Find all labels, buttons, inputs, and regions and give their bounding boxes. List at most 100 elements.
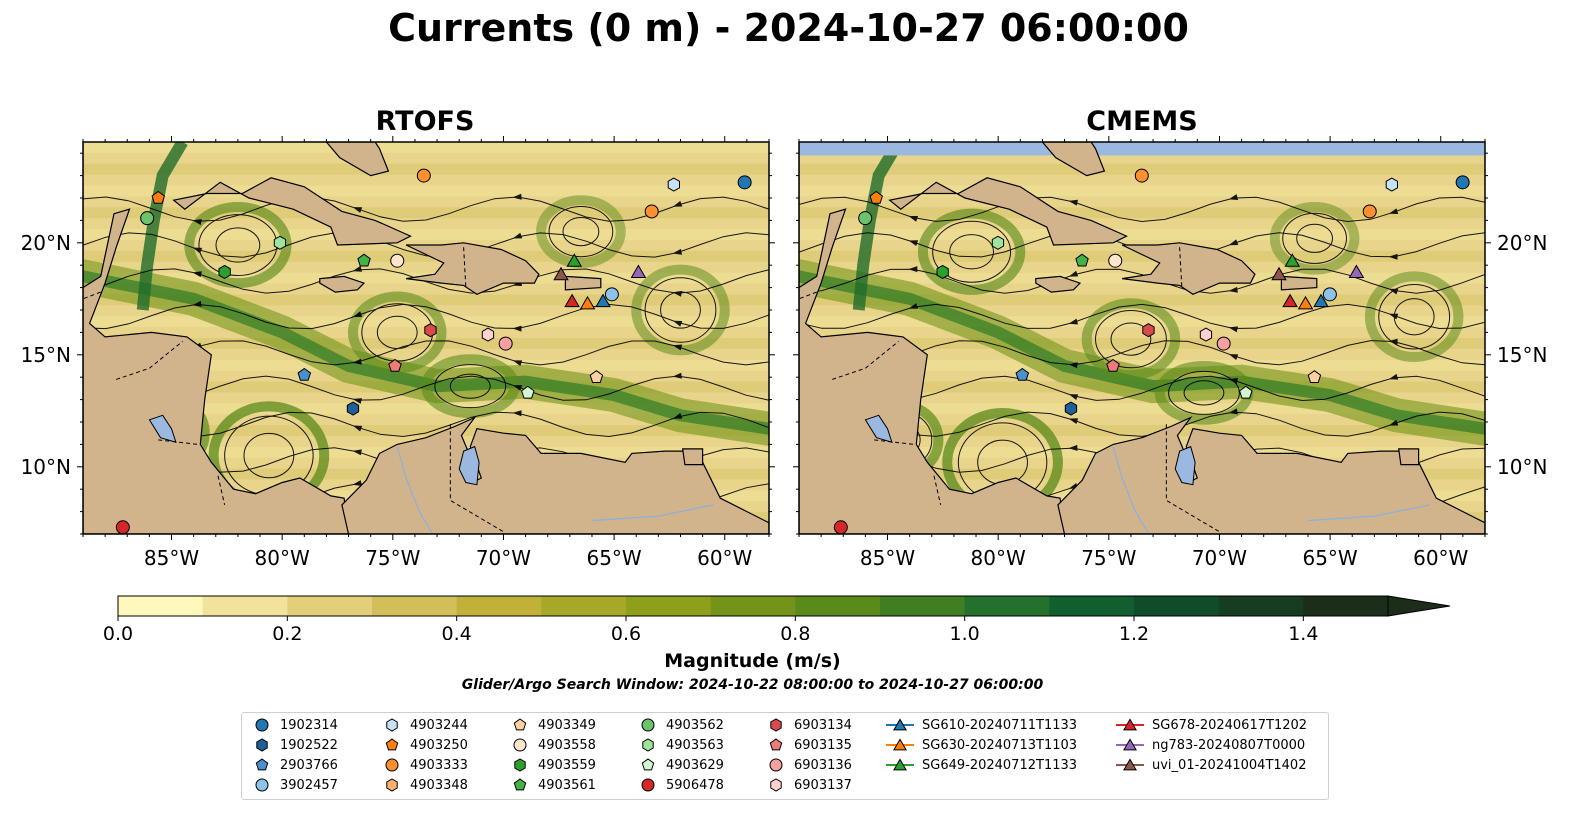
float-marker-4903333 xyxy=(416,168,431,183)
float-marker-4903629 xyxy=(1239,385,1253,399)
glider-marker-SG630-20240713T1103 xyxy=(1297,295,1314,310)
land-bah xyxy=(325,142,390,177)
float-marker-4903562 xyxy=(858,211,873,226)
legend-entry: 4903561 xyxy=(510,777,596,793)
search-window-caption: Glider/Argo Search Window: 2024-10-22 08… xyxy=(461,677,1044,693)
colorbar-tick-label: 1.0 xyxy=(950,623,980,640)
legend-triangle-icon xyxy=(886,738,914,751)
float-marker-6903136 xyxy=(1216,336,1231,351)
legend-label: 1902522 xyxy=(280,737,338,753)
float-marker-4903250 xyxy=(151,190,165,204)
legend: 1902314 1902522 2903766 3902457 4903244 49032… xyxy=(241,712,1329,800)
legend-label: 4903349 xyxy=(538,717,596,733)
glider-marker-SG630-20240713T1103 xyxy=(579,295,596,310)
map-panel-rtofs[interactable]: 85°W 80°W 75°W 70°W 65°W 60°W 20°N 15°N 10°N xyxy=(21,136,775,570)
legend-entry: 4903562 xyxy=(638,717,724,733)
legend-label: 4903348 xyxy=(410,777,468,793)
legend-hexagon-icon xyxy=(256,738,268,752)
colorbar-segment xyxy=(964,596,1050,616)
legend-circle-icon xyxy=(641,778,655,792)
float-marker-4903333b xyxy=(644,204,659,219)
legend-entry: 3902457 xyxy=(252,777,338,793)
float-marker-3902457 xyxy=(1322,287,1337,302)
legend-entry: 6903136 xyxy=(766,757,852,773)
legend-pentagon-icon xyxy=(641,758,655,771)
float-marker-4903558 xyxy=(1108,253,1123,268)
legend-entry: 4903563 xyxy=(638,737,724,753)
x-tick-label: 70°W xyxy=(476,546,531,570)
legend-triangle-icon xyxy=(1116,718,1144,731)
float-marker-6903135 xyxy=(1106,358,1120,372)
colorbar-tick-label: 0.8 xyxy=(780,623,810,640)
map-figure: 85°W 80°W 75°W 70°W 65°W 60°W 20°N 15°N 10°N 85°… xyxy=(21,136,1547,570)
colorbar-segment xyxy=(118,596,204,616)
x-tick-label: 85°W xyxy=(860,546,915,570)
colorbar-segment xyxy=(202,596,288,616)
legend-entry: 2903766 xyxy=(252,757,338,773)
x-tick-label: 75°W xyxy=(1081,546,1136,570)
legend-entry: SG630-20240713T1103 xyxy=(886,737,1077,753)
x-tick-label: 75°W xyxy=(365,546,420,570)
float-marker-4903563 xyxy=(273,235,287,250)
legend-entry: 6903137 xyxy=(766,777,852,793)
colorbar-segment xyxy=(710,596,796,616)
legend-label: 3902457 xyxy=(280,777,338,793)
colorbar-segment xyxy=(1218,596,1304,616)
float-marker-2903766 xyxy=(1015,367,1030,381)
legend-label: 6903137 xyxy=(794,777,852,793)
float-marker-4903333 xyxy=(1134,168,1149,183)
x-tick-label: 80°W xyxy=(255,546,310,570)
figure-title: Currents (0 m) - 2024-10-27 06:00:00 xyxy=(388,6,1189,50)
colorbar-segment xyxy=(1049,596,1135,616)
legend-entry: ng783-20240807T0000 xyxy=(1116,737,1305,753)
float-marker-4903559 xyxy=(936,264,949,279)
legend-circle-icon xyxy=(255,778,269,792)
glider-marker-SG610-20240711T1133 xyxy=(595,293,611,308)
panel-title-cmems: CMEMS xyxy=(1086,106,1198,137)
legend-pentagon-icon xyxy=(255,758,269,771)
legend-triangle-icon xyxy=(886,758,914,771)
glider-marker-SG610-20240711T1133 xyxy=(1313,293,1329,308)
panel-title-rtofs: RTOFS xyxy=(375,106,475,137)
float-marker-5906478 xyxy=(833,520,848,535)
land-pr xyxy=(564,275,602,291)
legend-circle-icon xyxy=(641,718,655,732)
legend-triangle-icon xyxy=(1116,738,1144,751)
glider-marker-uvi_01-20241004T1402 xyxy=(553,266,569,281)
float-marker-6903134 xyxy=(1142,323,1155,338)
land-south xyxy=(1057,415,1485,534)
colorbar-tick-label: 0.4 xyxy=(442,623,472,640)
colorbar-segment xyxy=(1134,596,1220,616)
legend-entry: 4903629 xyxy=(638,757,724,773)
lake-maracaibo xyxy=(1174,445,1196,486)
float-marker-2903766 xyxy=(297,367,312,381)
float-marker-4903559 xyxy=(218,264,231,279)
float-marker-4903349 xyxy=(1307,370,1322,383)
legend-entry: 4903349 xyxy=(510,717,596,733)
legend-hexagon-icon xyxy=(770,778,782,792)
legend-label: SG610-20240711T1133 xyxy=(922,717,1078,733)
float-marker-4903563 xyxy=(991,235,1005,250)
land-cuba xyxy=(172,177,412,246)
map-frame xyxy=(82,141,770,535)
legend-label: 6903135 xyxy=(794,737,852,753)
legend-hexagon-icon xyxy=(386,778,398,792)
colorbar-segment xyxy=(795,596,881,616)
map-frame xyxy=(798,141,1486,535)
legend-label: 4903562 xyxy=(666,717,724,733)
map-panel-cmems[interactable]: 85°W 80°W 75°W 70°W 65°W 60°W 20°N 15°N 10°N xyxy=(793,136,1547,570)
x-tick-label: 85°W xyxy=(144,546,199,570)
lake-maracaibo xyxy=(458,445,480,486)
float-marker-3902457 xyxy=(604,287,619,302)
legend-label: 4903250 xyxy=(410,737,468,753)
colorbar-segment xyxy=(1303,596,1389,616)
land-south xyxy=(341,415,769,534)
float-marker-4903558 xyxy=(390,253,405,268)
glider-marker-ng783-20240807T0000 xyxy=(1348,264,1365,278)
colorbar-segment xyxy=(372,596,458,616)
glider-marker-SG678-20240617T1202 xyxy=(1282,293,1298,308)
x-tick-label: 60°W xyxy=(697,546,752,570)
legend-entry: SG678-20240617T1202 xyxy=(1116,717,1307,733)
legend-entry: 4903559 xyxy=(510,757,596,773)
colorbar-tick-label: 1.2 xyxy=(1119,623,1149,640)
